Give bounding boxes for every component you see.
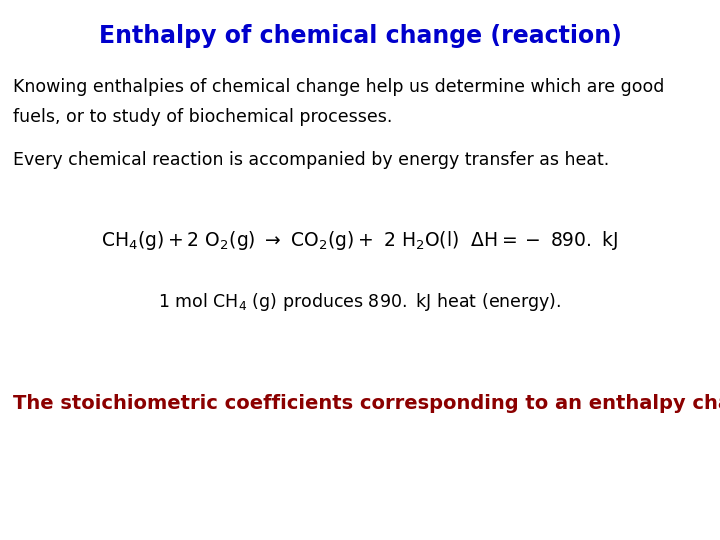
Text: Knowing enthalpies of chemical change help us determine which are good: Knowing enthalpies of chemical change he… [13, 78, 665, 96]
Text: fuels, or to study of biochemical processes.: fuels, or to study of biochemical proces… [13, 108, 392, 126]
Text: $\mathrm{CH_4(g) + 2\ O_2(g)\ \rightarrow\ CO_2(g) +\ 2\ H_2O(l)\ \ \Delta H = -: $\mathrm{CH_4(g) + 2\ O_2(g)\ \rightarro… [102, 229, 618, 252]
Text: Every chemical reaction is accompanied by energy transfer as heat.: Every chemical reaction is accompanied b… [13, 151, 609, 169]
Text: $\mathrm{1\ mol\ CH_4\ (g)\ produces\ 890.\ kJ\ heat\ (energy).}$: $\mathrm{1\ mol\ CH_4\ (g)\ produces\ 89… [158, 292, 562, 313]
Text: The stoichiometric coefficients corresponding to an enthalpy change.: The stoichiometric coefficients correspo… [13, 394, 720, 413]
Text: Enthalpy of chemical change (reaction): Enthalpy of chemical change (reaction) [99, 24, 621, 48]
